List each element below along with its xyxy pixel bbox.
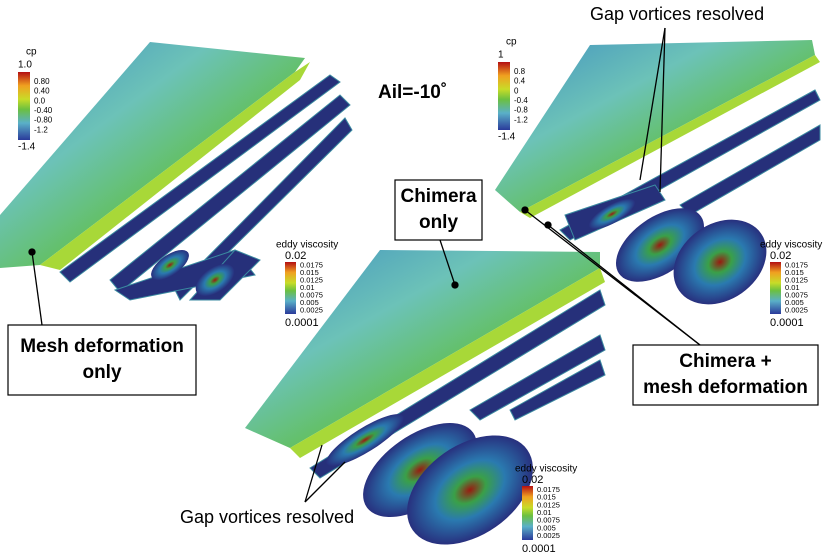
tick-label: 0.0025 <box>537 531 560 540</box>
colorbar <box>770 262 781 314</box>
tick-label: 0.0025 <box>300 305 323 314</box>
tick-label: -0.4 <box>514 96 528 105</box>
tick-label: -1.2 <box>34 125 48 134</box>
tick-label: 0.0001 <box>285 317 319 329</box>
legend-title: cp <box>506 37 517 48</box>
gap-label: Gap vortices resolved <box>590 4 764 24</box>
tick-label: 0.0001 <box>522 543 556 554</box>
tick-label: 0.0025 <box>785 305 808 314</box>
colorbar <box>498 62 510 130</box>
wing-surface <box>245 250 600 448</box>
tick-label: -1.4 <box>18 142 36 153</box>
tick-label: -1.2 <box>514 115 528 124</box>
tick-label: 0.40 <box>34 87 50 96</box>
aileron-angle: Ail=-10˚ <box>378 82 447 103</box>
colorbar <box>522 486 533 540</box>
box-label: only <box>82 362 121 383</box>
colorbar <box>18 72 30 140</box>
tick-label: 0.0001 <box>770 317 804 329</box>
tick-label: 0.0 <box>34 96 46 105</box>
box-label: only <box>419 212 458 233</box>
tick-label: 0.80 <box>34 77 50 86</box>
figure: Ail=-10˚ Gap vortices resolved Gap vorti… <box>0 0 824 554</box>
tick-label: 1 <box>498 50 504 61</box>
tick-label: 1.0 <box>18 60 32 71</box>
colorbar <box>285 262 296 314</box>
tick-label: -0.40 <box>34 106 53 115</box>
tick-label: 0 <box>514 86 519 95</box>
tick-label: -0.8 <box>514 106 528 115</box>
box-label: Chimera + <box>679 351 771 372</box>
box-label: Mesh deformation <box>20 336 184 357</box>
tick-label: -1.4 <box>498 132 516 143</box>
cfd-renderings <box>0 40 820 554</box>
tick-label: 0.8 <box>514 67 526 76</box>
gap-label: Gap vortices resolved <box>180 507 354 527</box>
legend-title: cp <box>26 47 37 58</box>
tick-label: -0.80 <box>34 116 53 125</box>
box-label: mesh deformation <box>643 377 808 398</box>
box-label: Chimera <box>400 186 476 207</box>
tick-label: 0.4 <box>514 77 526 86</box>
